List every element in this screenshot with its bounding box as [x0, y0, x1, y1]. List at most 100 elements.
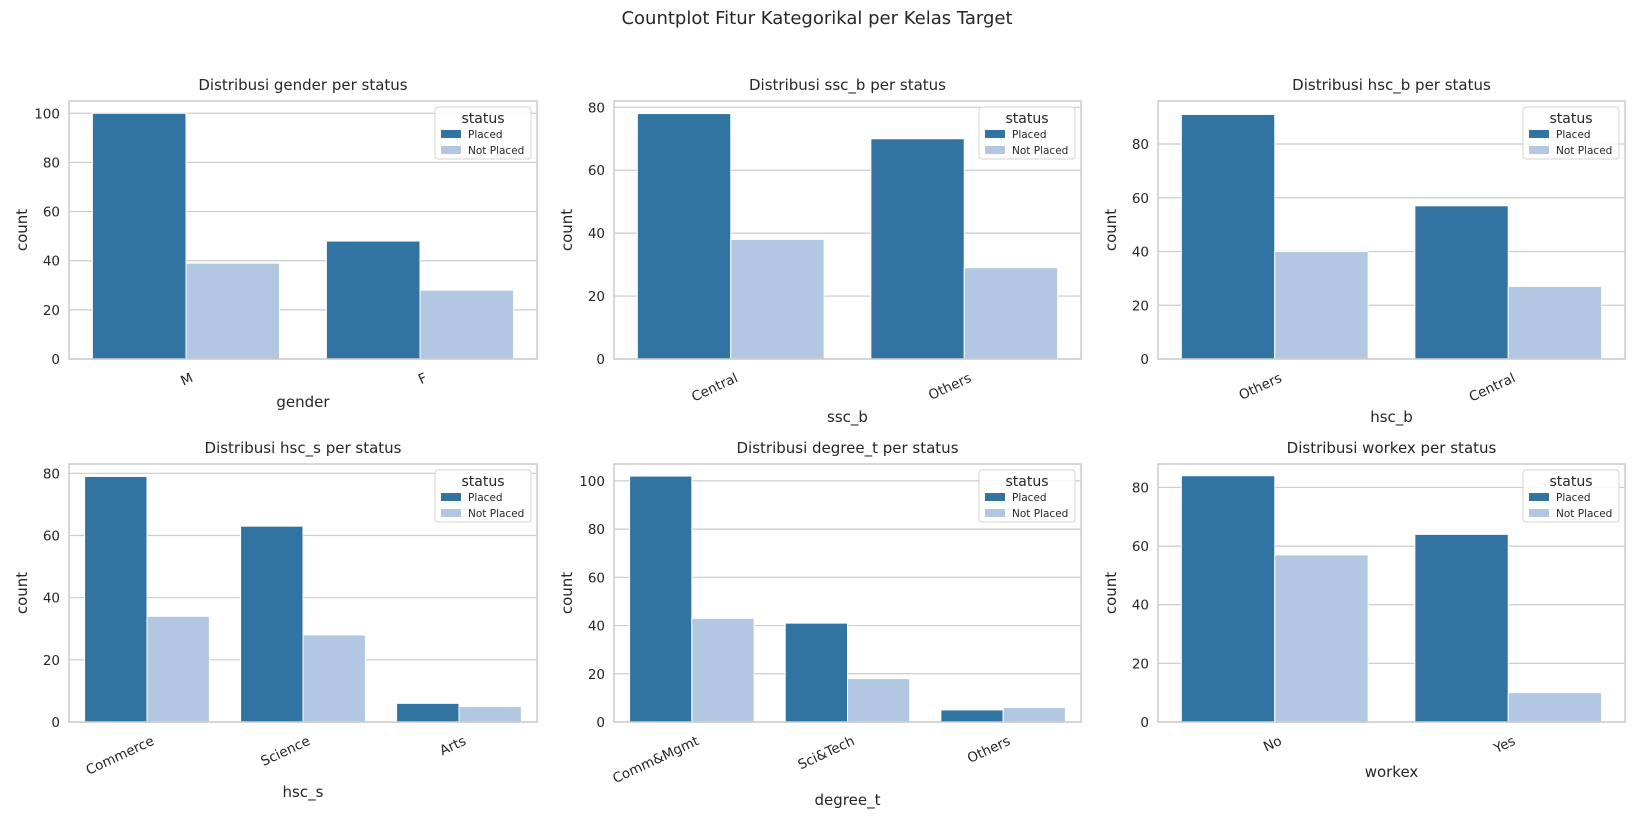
subplots-grid: 0 20 40 60 80 100 M F Distribusi gender per stat… — [13, 76, 1626, 810]
legend-swatch — [1529, 130, 1549, 138]
y-tick-label: 20 — [43, 303, 60, 319]
plot-frame — [68, 100, 538, 360]
x-tick-label: Science — [258, 733, 312, 770]
y-tick-label: 100 — [579, 474, 605, 490]
bar-placed-comm-mgmt — [629, 475, 693, 723]
x-axis-label: hsc_s — [283, 783, 324, 802]
legend-label: Placed — [468, 492, 503, 504]
x-tick-label: M — [178, 370, 195, 389]
legend: status Placed Not Placed — [434, 106, 532, 160]
legend: status Placed Not Placed — [1522, 106, 1620, 160]
y-tick-label: 40 — [588, 619, 605, 635]
bar-placed-m — [91, 112, 187, 360]
legend-title: status — [1549, 474, 1592, 490]
legend-title: status — [1005, 111, 1048, 127]
bar-placed-science — [240, 525, 304, 723]
x-tick-label: Comm&Mgmt — [610, 733, 701, 787]
x-axis-label: ssc_b — [827, 408, 868, 427]
y-tick-label: 60 — [43, 205, 60, 221]
y-tick-label: 40 — [43, 591, 60, 607]
bar-not-placed-others — [1002, 707, 1066, 723]
legend-swatch — [441, 146, 461, 154]
y-tick-label: 20 — [43, 653, 60, 669]
legend-swatch — [985, 493, 1005, 501]
y-tick-label: 0 — [596, 352, 605, 368]
bar-not-placed-yes — [1507, 692, 1603, 723]
y-tick-label: 40 — [43, 254, 60, 270]
legend: status Placed Not Placed — [434, 469, 532, 523]
legend-label: Not Placed — [468, 145, 524, 157]
plot-frame — [1157, 463, 1626, 723]
legend-swatch — [441, 130, 461, 138]
x-tick-label: Sci&Tech — [796, 733, 858, 773]
subplot-6: 0 20 40 60 80 No Yes Distribusi workex per stat… — [1102, 439, 1626, 781]
y-tick-label: 100 — [34, 106, 60, 122]
legend: status Placed Not Placed — [978, 106, 1076, 160]
bar-not-placed-central — [730, 238, 825, 360]
y-tick-label: 80 — [43, 466, 60, 482]
legend-label: Not Placed — [1556, 145, 1612, 157]
legend-label: Not Placed — [468, 508, 524, 520]
y-tick-label: 60 — [43, 528, 60, 544]
x-tick-label: Others — [965, 733, 1013, 767]
subplot-title: Distribusi gender per status — [198, 76, 407, 94]
y-axis-label: count — [1102, 572, 1120, 614]
bar-not-placed-science — [302, 634, 366, 723]
bar-not-placed-arts — [458, 705, 522, 723]
bar-not-placed-others — [1274, 251, 1369, 360]
y-tick-label: 0 — [51, 715, 60, 731]
legend-swatch — [985, 509, 1005, 517]
bar-placed-central — [1414, 205, 1509, 360]
plot-frame — [1157, 100, 1626, 360]
y-tick-label: 0 — [596, 715, 605, 731]
subplot-title: Distribusi workex per status — [1287, 439, 1497, 457]
subplot-4: 0 20 40 60 80 Commerce Science Arts Distribusi h… — [13, 439, 538, 802]
bar-not-placed-comm-mgmt — [691, 617, 755, 723]
y-tick-label: 20 — [588, 667, 605, 683]
subplot-3: 0 20 40 60 80 Others Central Distribusi hsc_b p… — [1102, 76, 1626, 427]
bar-not-placed-sci-tech — [847, 678, 911, 723]
bar-not-placed-central — [1507, 285, 1603, 360]
legend-label: Placed — [1556, 129, 1591, 141]
plot-frame — [68, 463, 538, 723]
legend-label: Placed — [468, 129, 503, 141]
legend-swatch — [1529, 146, 1549, 154]
bar-not-placed-no — [1274, 554, 1369, 723]
y-tick-label: 20 — [1132, 298, 1149, 314]
x-tick-label: Central — [1467, 370, 1518, 405]
y-axis-label: count — [558, 572, 576, 614]
legend-title: status — [461, 111, 504, 127]
y-tick-label: 80 — [1132, 480, 1149, 496]
subplot-1: 0 20 40 60 80 100 M F Distribusi gender per stat… — [13, 76, 538, 411]
legend-title: status — [461, 474, 504, 490]
legend-label: Placed — [1012, 129, 1047, 141]
x-tick-label: Arts — [437, 733, 468, 759]
y-axis-label: count — [13, 572, 31, 614]
bar-placed-others — [870, 138, 965, 360]
y-tick-label: 60 — [588, 570, 605, 586]
y-tick-label: 0 — [51, 352, 60, 368]
bar-placed-central — [636, 113, 732, 360]
legend-label: Not Placed — [1012, 145, 1068, 157]
subplot-title: Distribusi degree_t per status — [736, 439, 958, 458]
legend-swatch — [985, 146, 1005, 154]
legend-label: Not Placed — [1012, 508, 1068, 520]
y-tick-label: 80 — [43, 155, 60, 171]
x-tick-label: Others — [926, 370, 974, 404]
y-tick-label: 0 — [1140, 352, 1149, 368]
y-tick-label: 80 — [588, 100, 605, 116]
y-tick-label: 40 — [1132, 245, 1149, 261]
legend-label: Not Placed — [1556, 508, 1612, 520]
x-tick-label: Yes — [1491, 733, 1518, 757]
bar-placed-f — [325, 240, 421, 360]
bar-not-placed-m — [185, 262, 281, 360]
y-tick-label: 40 — [588, 226, 605, 242]
legend-label: Placed — [1012, 492, 1047, 504]
y-axis-label: count — [1102, 209, 1120, 251]
subplot-title: Distribusi hsc_b per status — [1292, 76, 1491, 95]
plot-frame — [613, 463, 1082, 723]
bar-placed-yes — [1414, 533, 1509, 723]
legend: status Placed Not Placed — [1522, 469, 1620, 523]
bar-placed-sci-tech — [784, 622, 849, 723]
bar-not-placed-commerce — [146, 615, 210, 723]
